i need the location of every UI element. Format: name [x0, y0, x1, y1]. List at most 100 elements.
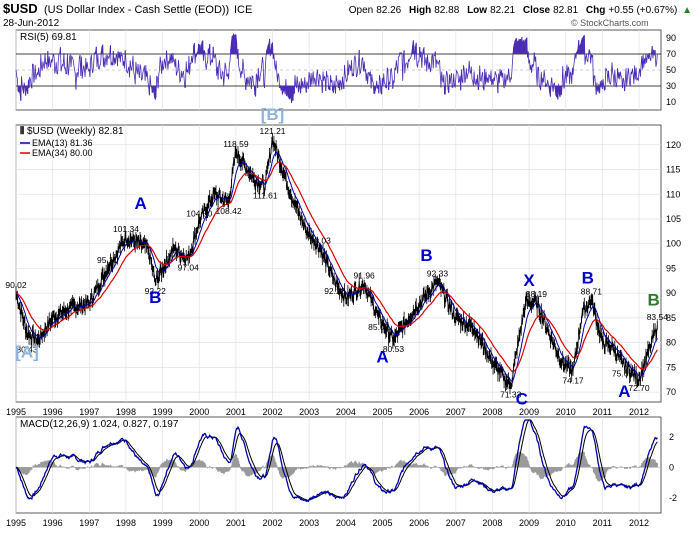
price-annotation: 85.02	[368, 322, 390, 332]
x-tick-label: 1998	[116, 407, 136, 417]
price-annotation: 88.19	[526, 289, 548, 299]
rsi-y-tick-label: 30	[666, 81, 676, 91]
rsi-panel	[15, 29, 662, 111]
low-label: Low	[467, 5, 487, 16]
price-annotation: 80.53	[383, 344, 405, 354]
macd-x-tick-label: 1998	[116, 518, 136, 528]
price-y-tick-label: 115	[666, 165, 680, 175]
price-annotation: 104.50	[186, 208, 212, 218]
macd-x-tick-label: 2008	[482, 518, 502, 528]
wave-label: B	[582, 268, 594, 287]
price-annotation: 97.04	[178, 262, 200, 272]
rsi-y-tick-label: 70	[666, 49, 676, 59]
x-tick-label: 2000	[189, 407, 209, 417]
price-annotation: 101.34	[113, 224, 139, 234]
price-annotation: 118.59	[223, 139, 249, 149]
rsi-title: RSI(5) 69.81	[20, 32, 77, 43]
x-tick-label: 2001	[226, 407, 246, 417]
macd-signal-line	[15, 419, 658, 501]
x-tick-label: 2008	[482, 407, 502, 417]
macd-x-tick-label: 2007	[446, 518, 466, 528]
price-annotation: 90.02	[5, 280, 27, 290]
price-y-tick-label: 95	[666, 263, 676, 273]
macd-x-tick-label: 2004	[336, 518, 356, 528]
bars-icon: ⫴	[20, 126, 27, 137]
price-title-text: $USD (Weekly) 82.81	[27, 126, 124, 137]
close-label: Close	[523, 5, 551, 16]
open-value: 82.26	[376, 5, 401, 16]
price-annotation: 74.17	[562, 375, 584, 385]
price-title: ⫴ $USD (Weekly) 82.81	[20, 126, 124, 137]
macd-line	[15, 419, 658, 503]
macd-x-tick-label: 1997	[79, 518, 99, 528]
price-annotation: 92.33	[427, 269, 449, 279]
macd-x-tick-label: 1995	[6, 518, 26, 528]
wave-label: B	[648, 291, 660, 310]
price-y-tick-label: 90	[666, 288, 676, 298]
close-value: 82.81	[553, 5, 578, 16]
macd-title: MACD(12,26,9) 1.024, 0.827, 0.197	[20, 419, 179, 430]
price-annotation: 75.63	[612, 368, 634, 378]
price-y-tick-label: 120	[666, 140, 681, 150]
x-tick-label: 2007	[446, 407, 466, 417]
price-layer	[15, 132, 658, 395]
x-tick-label: 1997	[79, 407, 99, 417]
x-tick-label: 2005	[372, 407, 392, 417]
price-annotation: 72.70	[628, 383, 650, 393]
price-annotation: 92.22	[145, 286, 167, 296]
wave-label: B	[149, 288, 161, 307]
axis-layer: 1995 1995 1996 1996 1997 1997 1998 1998 1999 1999…	[6, 33, 681, 528]
x-tick-label: 1995	[6, 407, 26, 417]
macd-x-tick-label: 2006	[409, 518, 429, 528]
x-tick-label: 2004	[336, 407, 356, 417]
macd-title-text: MACD(12,26,9) 1.024, 0.827, 0.197	[20, 419, 179, 430]
price-annotation: 111.61	[253, 190, 278, 200]
macd-x-tick-label: 2001	[226, 518, 246, 528]
chg-value: +0.55 (+0.67%)	[608, 5, 677, 16]
price-annotation: 80.43	[16, 345, 38, 355]
macd-x-tick-label: 2010	[556, 518, 576, 528]
price-annotation: 108.42	[216, 206, 242, 216]
price-annotation: 71.33	[500, 390, 522, 400]
price-annotation: 91.96	[354, 270, 376, 280]
price-annotation: 83.54	[647, 312, 669, 322]
wave-label: A	[134, 194, 146, 213]
symbol: $USD	[3, 1, 38, 16]
x-tick-label: 2010	[556, 407, 576, 417]
price-y-tick-label: 85	[666, 313, 676, 323]
rsi-layer	[15, 32, 658, 103]
open-label: Open	[349, 5, 373, 16]
high-label: High	[409, 5, 431, 16]
macd-y-tick-label: 2	[669, 432, 674, 442]
exchange: ICE	[234, 4, 252, 16]
low-value: 82.21	[490, 5, 515, 16]
price-annotation: 99.03	[310, 236, 332, 246]
up-arrow-icon: ▲	[682, 5, 692, 16]
macd-x-tick-label: 1996	[43, 518, 63, 528]
ema13-legend: EMA(13) 81.36	[32, 138, 93, 148]
watermark: © StockCharts.com	[571, 18, 649, 28]
price-panel	[15, 124, 662, 403]
wave-label: [A]	[15, 342, 39, 361]
price-series-line	[15, 138, 658, 389]
chart-date: 28-Jun-2012	[3, 18, 60, 29]
x-tick-label: 2009	[519, 407, 539, 417]
ema13-line	[15, 151, 658, 382]
macd-x-tick-label: 2011	[593, 518, 612, 528]
rsi-y-tick-label: 90	[666, 33, 676, 43]
price-y-tick-label: 70	[666, 387, 676, 397]
x-tick-label: 1999	[153, 407, 173, 417]
price-y-tick-label: 75	[666, 362, 676, 372]
wave-label: C	[516, 389, 528, 408]
x-tick-label: 2003	[299, 407, 319, 417]
ema34-line	[15, 161, 658, 373]
x-tick-label: 2011	[593, 407, 612, 417]
macd-panel	[15, 416, 662, 514]
rsi-line	[15, 32, 658, 103]
price-y-tick-label: 100	[666, 239, 681, 249]
rsi-y-tick-label: 50	[666, 65, 676, 75]
high-value: 82.88	[434, 5, 459, 16]
macd-x-tick-label: 1999	[153, 518, 173, 528]
macd-x-tick-label: 2000	[189, 518, 209, 528]
